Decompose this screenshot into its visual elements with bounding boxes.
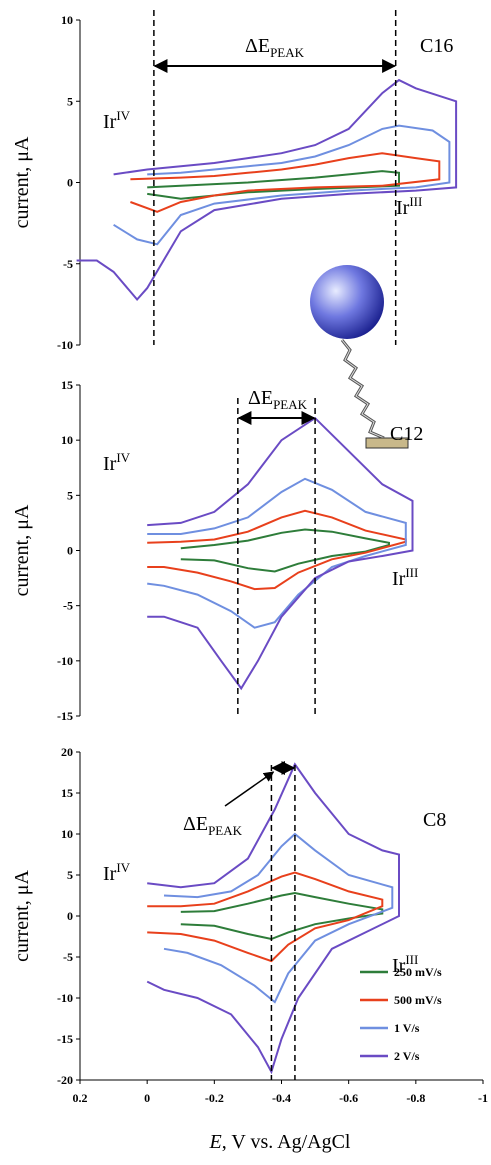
delta-e-peak-main: ΔE <box>245 35 270 57</box>
x-label-unit: , V vs. Ag/AgCl <box>222 1131 351 1153</box>
y-tick-label: 0 <box>67 176 73 190</box>
y-tick-label: -15 <box>57 1032 73 1046</box>
y-tick-label: -15 <box>57 709 73 723</box>
ir-iii-label: IrIII <box>392 565 418 590</box>
electrode-illustration <box>310 265 409 449</box>
cv-curve <box>113 124 451 246</box>
cv-curve <box>76 78 458 302</box>
delta-e-peak-main: ΔE <box>183 813 208 835</box>
ir-iii-label: IrIII <box>396 194 422 219</box>
cv-curve <box>163 832 394 1004</box>
y-tick-label: -5 <box>63 599 73 613</box>
cv-curve <box>147 509 407 591</box>
ir-iii-label-sup: III <box>405 952 418 967</box>
ir-iv-label: IrIV <box>103 108 131 133</box>
y-axis-label: current, μA <box>11 870 33 962</box>
ir-iv-label-sup: IV <box>116 450 130 465</box>
delta-e-peak: ΔEPEAK <box>183 813 243 838</box>
ir-iv-label-sup: IV <box>116 108 130 123</box>
legend-label: 2 V/s <box>394 1049 420 1063</box>
y-tick-label: -10 <box>57 991 73 1005</box>
panel-label: C12 <box>390 423 423 445</box>
delta-e-peak-sub: PEAK <box>273 397 308 412</box>
ir-iv-label: IrIV <box>103 860 131 885</box>
y-axis-label: current, μA <box>11 136 33 228</box>
ir-iii-label: IrIII <box>392 952 418 977</box>
y-tick-label: 15 <box>61 378 73 392</box>
x-tick-label: -0.6 <box>339 1091 358 1105</box>
ir-iv-label-main: Ir <box>103 863 117 885</box>
x-axis-label: E, V vs. Ag/AgCl <box>209 1131 351 1153</box>
cv-curve <box>180 528 390 573</box>
x-tick-label: -0.2 <box>205 1091 224 1105</box>
x-tick-label: -1 <box>478 1091 488 1105</box>
ir-iv-label-sup: IV <box>116 860 130 875</box>
delta-e-peak-sub: PEAK <box>208 823 243 838</box>
y-tick-label: 15 <box>61 786 73 800</box>
cv-curve <box>147 170 400 200</box>
y-tick-label: 5 <box>67 94 73 108</box>
cv-curve <box>147 477 407 629</box>
y-tick-label: -10 <box>57 338 73 352</box>
ir-iv-label: IrIV <box>103 450 131 475</box>
y-tick-label: 5 <box>67 868 73 882</box>
ir-iii-label-sup: III <box>409 194 422 209</box>
ir-iv-label-main: Ir <box>103 453 117 475</box>
y-tick-label: -10 <box>57 654 73 668</box>
legend-label: 500 mV/s <box>394 993 442 1007</box>
cv-curve <box>130 152 441 213</box>
y-tick-label: 10 <box>61 433 73 447</box>
panel-label: C8 <box>423 809 446 831</box>
ir-iv-label-main: Ir <box>103 111 117 133</box>
y-tick-label: 10 <box>61 827 73 841</box>
legend-label: 250 mV/s <box>394 965 442 979</box>
delta-e-peak: ΔEPEAK <box>248 387 308 412</box>
cv-curve <box>147 416 414 691</box>
legend-label: 1 V/s <box>394 1021 420 1035</box>
cv-curve <box>147 871 384 963</box>
ir-iii-label-sup: III <box>405 565 418 580</box>
y-axis-label: current, μA <box>11 504 33 596</box>
ir-iii-label-main: Ir <box>396 197 410 219</box>
x-label-symbol: E <box>209 1131 222 1153</box>
y-tick-label: 10 <box>61 13 73 27</box>
delta-pointer <box>224 771 275 807</box>
delta-e-peak-sub: PEAK <box>270 45 305 60</box>
y-tick-label: 5 <box>67 488 73 502</box>
y-tick-label: 0 <box>67 909 73 923</box>
delta-e-peak: ΔEPEAK <box>245 35 305 60</box>
y-tick-label: 0 <box>67 544 73 558</box>
x-tick-label: 0.2 <box>73 1091 88 1105</box>
delta-e-peak-main: ΔE <box>248 387 273 409</box>
cv-curve <box>180 891 384 941</box>
x-tick-label: -0.8 <box>406 1091 425 1105</box>
ir-iii-label-main: Ir <box>392 955 406 977</box>
panel-label: C16 <box>420 35 453 57</box>
y-tick-label: -5 <box>63 950 73 964</box>
y-tick-label: -20 <box>57 1073 73 1087</box>
ir-iii-label-main: Ir <box>392 568 406 590</box>
x-tick-label: 0 <box>144 1091 150 1105</box>
y-tick-label: 20 <box>61 745 73 759</box>
x-tick-label: -0.4 <box>272 1091 291 1105</box>
y-tick-label: -5 <box>63 257 73 271</box>
cv-curve <box>146 762 400 1075</box>
